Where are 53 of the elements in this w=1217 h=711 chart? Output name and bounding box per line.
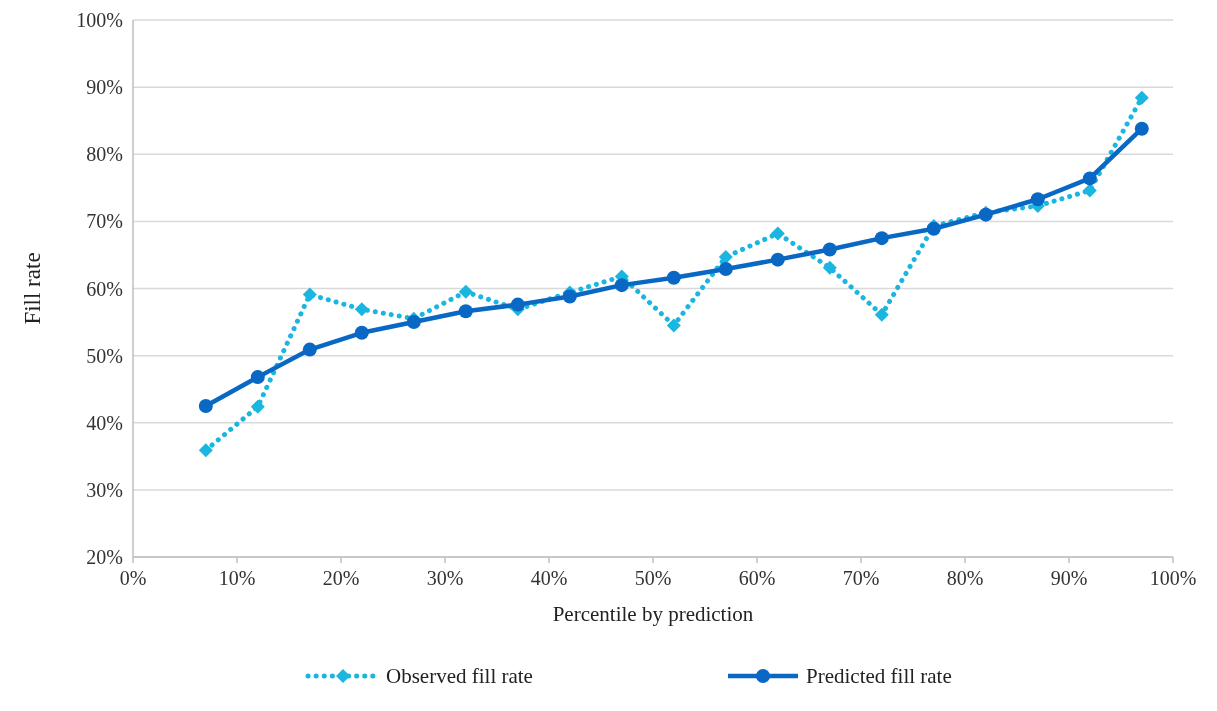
point	[822, 260, 837, 275]
y-tick-label: 100%	[76, 9, 123, 31]
point	[718, 249, 733, 264]
point	[302, 287, 317, 302]
point	[250, 370, 265, 385]
point	[302, 342, 317, 357]
x-tick-label: 60%	[738, 567, 776, 589]
y-tick-label: 20%	[86, 546, 123, 568]
point	[198, 398, 213, 413]
point	[666, 318, 681, 333]
point	[1082, 171, 1097, 186]
point	[458, 284, 473, 299]
y-tick-label: 40%	[86, 411, 123, 434]
x-tick-label: 40%	[530, 567, 568, 589]
x-axis-title: Percentile by prediction	[552, 602, 754, 626]
y-tick-label: 50%	[86, 344, 123, 367]
point	[874, 307, 889, 322]
legend-label: Observed fill rate	[386, 664, 533, 689]
point	[614, 278, 629, 293]
y-tick-label: 60%	[86, 277, 123, 300]
y-tick-label: 30%	[86, 478, 123, 501]
point	[874, 231, 889, 246]
x-tick-label: 20%	[322, 567, 360, 589]
point	[718, 262, 733, 277]
point	[666, 270, 681, 285]
x-tick-label: 70%	[842, 567, 880, 589]
point	[770, 226, 785, 241]
point	[354, 325, 369, 340]
point	[198, 443, 213, 458]
point	[770, 252, 785, 267]
y-tick-label: 90%	[86, 76, 123, 99]
point	[1082, 183, 1097, 198]
point	[510, 297, 525, 312]
x-tick-label: 100%	[1149, 567, 1197, 589]
legend-label: Predicted fill rate	[806, 664, 952, 689]
x-tick-label: 90%	[1050, 567, 1088, 589]
point	[406, 315, 421, 330]
x-tick-label: 30%	[426, 567, 464, 589]
point	[1134, 121, 1149, 136]
point	[562, 289, 577, 304]
y-axis-title: Fill rate	[20, 252, 45, 325]
point	[458, 304, 473, 319]
point	[822, 242, 837, 257]
y-tick-label: 70%	[86, 210, 123, 233]
x-tick-label: 50%	[634, 567, 672, 589]
point	[354, 302, 369, 317]
x-tick-label: 0%	[119, 567, 147, 589]
point	[1030, 192, 1045, 207]
y-tick-label: 80%	[86, 143, 123, 166]
x-tick-label: 80%	[946, 567, 984, 589]
x-tick-label: 10%	[218, 567, 256, 589]
point	[250, 399, 265, 414]
point	[1134, 90, 1149, 105]
